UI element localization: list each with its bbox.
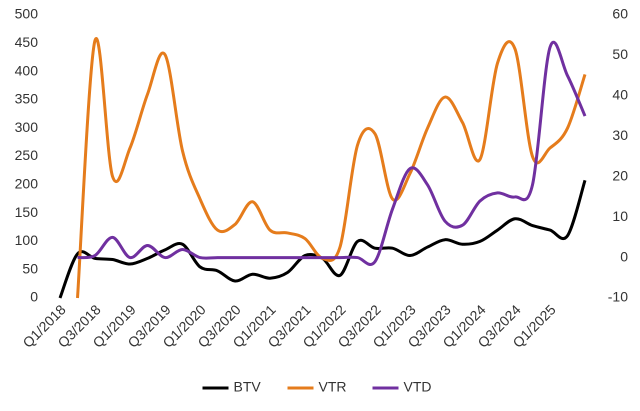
y2-tick-label: 50 xyxy=(612,46,628,62)
y2-tick-label: 0 xyxy=(620,248,628,264)
y-tick-label: 100 xyxy=(15,232,39,248)
legend-label: VTR xyxy=(319,379,347,395)
y-tick-label: 300 xyxy=(15,119,39,135)
y2-tick-label: 60 xyxy=(612,6,628,22)
y-tick-label: 50 xyxy=(22,260,38,276)
y-tick-label: 450 xyxy=(15,34,39,50)
y2-tick-label: 10 xyxy=(612,208,628,224)
y2-tick-label: -10 xyxy=(608,289,628,305)
legend-label: BTV xyxy=(234,379,262,395)
y-tick-label: 500 xyxy=(15,6,39,22)
legend-label: VTD xyxy=(404,379,432,395)
y-tick-label: 200 xyxy=(15,176,39,192)
series-line xyxy=(58,179,587,299)
y-tick-label: 250 xyxy=(15,147,39,163)
y2-tick-label: 40 xyxy=(612,87,628,103)
y2-tick-label: 20 xyxy=(612,167,628,183)
y-tick-label: 350 xyxy=(15,91,39,107)
y-tick-label: 0 xyxy=(30,289,38,305)
y-tick-label: 400 xyxy=(15,62,39,78)
y2-tick-label: 30 xyxy=(612,127,628,143)
y-tick-label: 150 xyxy=(15,204,39,220)
series-line xyxy=(77,40,587,266)
